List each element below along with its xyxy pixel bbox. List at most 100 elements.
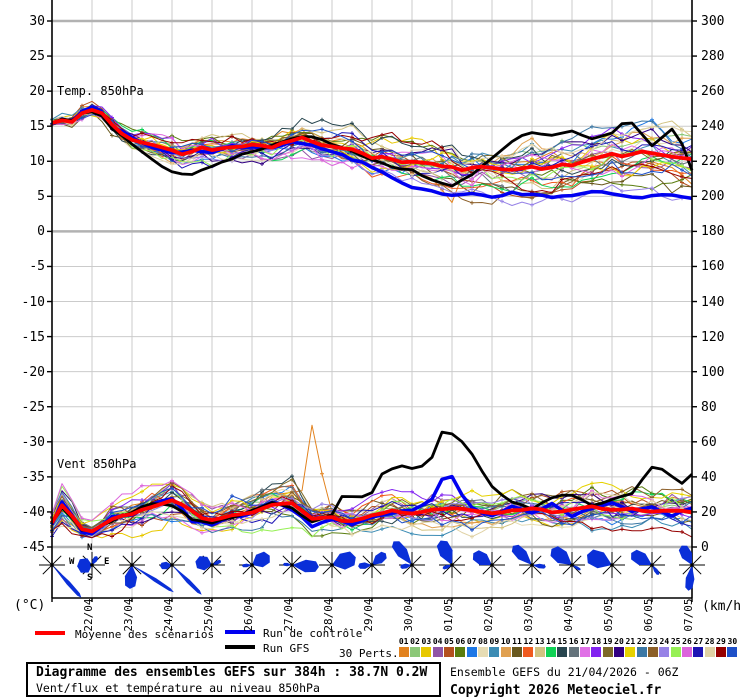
wind-direction-petal: [372, 551, 387, 565]
date-tick-label: 23/04: [122, 598, 135, 632]
right-axis-tick-label: 240: [701, 119, 725, 134]
wind-rose-center: [130, 563, 134, 567]
perturbation-color-swatch: [715, 647, 726, 657]
wind-rose-center: [610, 563, 614, 567]
right-axis-tick-label: 280: [701, 49, 725, 64]
perturbation-color-swatch: [534, 647, 545, 657]
perturbations-count-label: 30 Perts.: [339, 647, 399, 660]
wind-rose-center: [250, 563, 254, 567]
wind-rose-symbol: [239, 551, 270, 578]
right-axis-tick-label: 40: [701, 470, 717, 485]
perturbation-number: 01: [398, 637, 409, 646]
wind-rose-center: [450, 563, 454, 567]
wind-ensemble-mean-line: [50, 498, 693, 534]
right-axis-tick-label: 120: [701, 330, 725, 345]
perturbation-number: 10: [500, 637, 511, 646]
left-axis-tick-label: -35: [21, 470, 45, 485]
wind-member-line: [51, 491, 693, 534]
perturbation-color-swatch: [443, 647, 454, 657]
date-tick-label: 29/04: [362, 598, 375, 632]
wind-rose-symbol: [631, 549, 665, 578]
wind-direction-petal: [132, 565, 174, 593]
wind-direction-petal: [283, 562, 292, 567]
footer-title-box: [26, 662, 441, 697]
wind-direction-petal: [652, 565, 660, 575]
wind-rose-symbol: [358, 551, 387, 578]
perturbation-number: 30: [727, 637, 738, 646]
wind-member-line: [51, 485, 693, 539]
wind-rose-symbol: [159, 552, 202, 595]
date-tick-label: 02/05: [482, 598, 495, 632]
right-axis-tick-label: 140: [701, 295, 725, 310]
perturbation-number: 15: [557, 637, 568, 646]
wind-rose-center: [170, 563, 174, 567]
run-info-label: Ensemble GEFS du 21/04/2026 - 06Z: [450, 665, 679, 679]
date-tick-label: 28/04: [322, 598, 335, 632]
wind-direction-petal: [292, 559, 319, 573]
wind-rose-center: [410, 563, 414, 567]
wind-direction-petal: [252, 551, 270, 568]
left-axis-tick-label: -10: [21, 295, 45, 310]
wind-direction-petal: [172, 565, 202, 595]
wind-direction-petal: [77, 558, 92, 573]
perturbation-color-swatch: [568, 647, 579, 657]
temp-member-line: [51, 109, 693, 193]
perturbation-color-swatch: [500, 647, 511, 657]
perturbation-color-swatch: [693, 647, 704, 657]
date-tick-label: 24/04: [162, 598, 175, 632]
left-axis-tick-label: 25: [29, 49, 45, 64]
right-axis-tick-label: 100: [701, 365, 725, 380]
compass-n-label: N: [87, 543, 93, 553]
wind-rose-center: [490, 563, 494, 567]
wind-rose-center: [330, 563, 334, 567]
wind-rose-symbol: [319, 551, 356, 578]
left-axis-tick-label: -45: [21, 540, 45, 555]
right-axis-unit: (km/h): [702, 599, 740, 614]
wind-rose-center: [90, 563, 94, 567]
perturbation-number: 12: [523, 637, 534, 646]
perturbation-number: 20: [614, 637, 624, 646]
right-axis-tick-label: 180: [701, 224, 725, 239]
right-axis-tick-label: 220: [701, 154, 725, 169]
perturbation-number: 08: [478, 637, 488, 646]
control-legend-label: Run de contrôle: [263, 627, 363, 640]
wind-direction-petal: [685, 565, 695, 591]
perturbation-number: 04: [432, 637, 443, 646]
temp-member-line: [51, 112, 693, 176]
left-axis-tick-label: -20: [21, 365, 45, 380]
copyright-label: Copyright 2026 Meteociel.fr: [450, 683, 662, 698]
perturbation-number: 11: [512, 637, 522, 646]
control-line-swatch: [225, 630, 255, 634]
perturbation-number: 03: [421, 637, 432, 646]
left-axis-tick-label: 10: [29, 154, 45, 169]
perturbation-color-swatch: [602, 647, 613, 657]
wind-rose-symbol: [511, 544, 546, 578]
right-axis-tick-label: 20: [701, 505, 717, 520]
wind-member-line: [51, 489, 693, 536]
left-axis-tick-label: 15: [29, 119, 45, 134]
perturbation-color-swatch: [591, 647, 602, 657]
wind-rose-symbol: [119, 552, 174, 593]
wind-rose-symbol: [587, 549, 625, 578]
perturbation-color-swatch: [432, 647, 443, 657]
diagram-subtitle: Vent/flux et température au niveau 850hP…: [36, 681, 320, 695]
right-axis-tick-label: 260: [701, 84, 725, 99]
perturbation-number: 22: [636, 637, 647, 646]
temp-member-line: [51, 108, 693, 175]
perturbation-number: 27: [693, 637, 704, 646]
right-axis-tick-label: 60: [701, 435, 717, 450]
date-tick-label: 04/05: [562, 598, 575, 632]
wind-rose-symbol: [472, 550, 505, 578]
wind-rose-symbol: [279, 552, 319, 578]
left-axis-tick-label: 20: [29, 84, 45, 99]
right-axis-tick-label: 0: [701, 540, 709, 555]
temp-member-line: [51, 113, 693, 175]
date-tick-label: 07/05: [682, 598, 695, 632]
perturbation-number: 24: [659, 637, 670, 646]
perturbation-number: 13: [534, 637, 545, 646]
perturbation-number: 09: [489, 637, 500, 646]
perturbation-number: 14: [546, 637, 556, 646]
wind-rose-symbol: [39, 552, 82, 598]
perturbation-number: 26: [682, 637, 692, 646]
left-axis-tick-label: -5: [29, 259, 45, 274]
